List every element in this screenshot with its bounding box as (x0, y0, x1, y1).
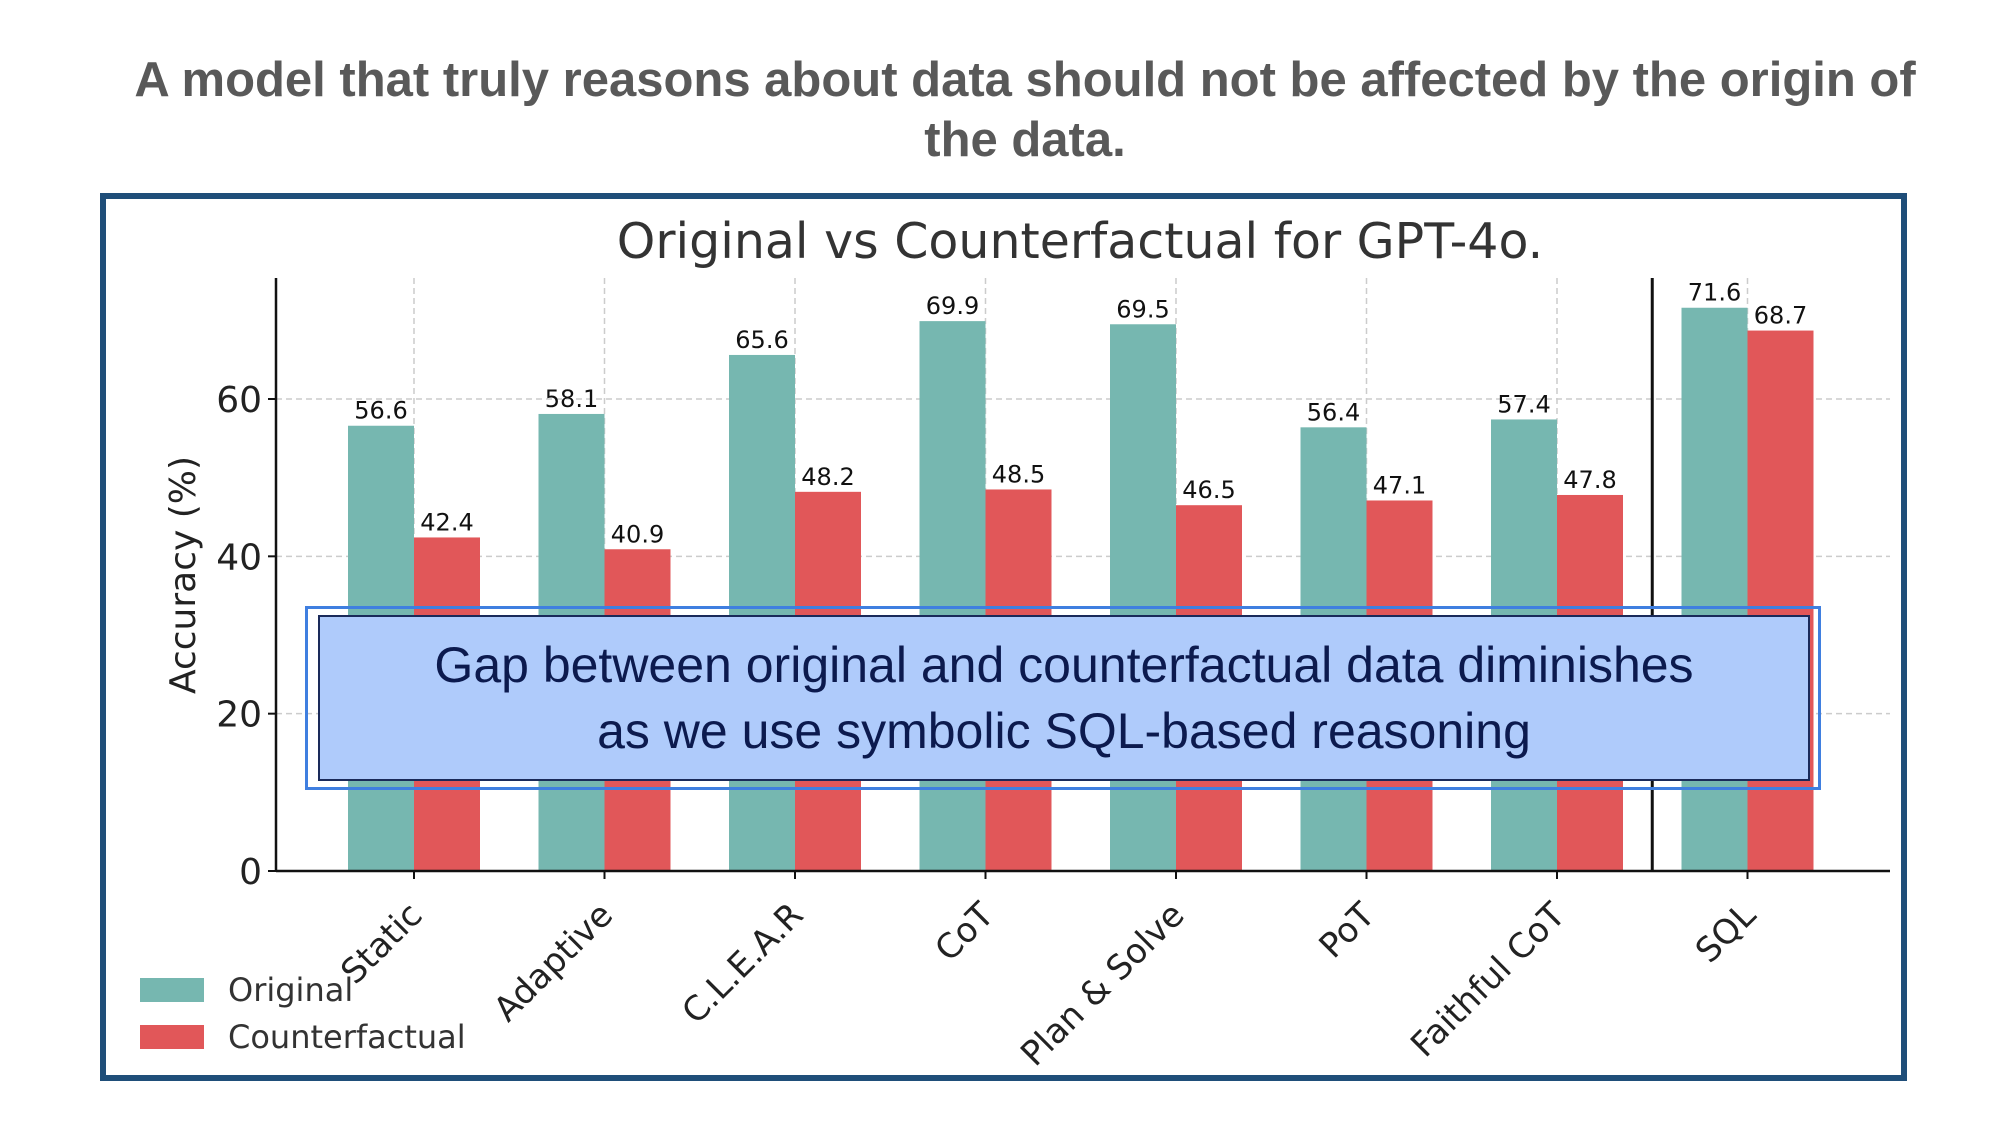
callout-text: Gap between original and counterfactual … (434, 637, 1694, 759)
slide-heading: A model that truly reasons about data sh… (134, 53, 1916, 167)
value-labels: 56.6 42.4 58.1 40.9 65.6 48.2 69.9 48.5 69.5 46.5… (354, 279, 1807, 549)
x-tick-label-pot: PoT (1312, 895, 1383, 966)
value-label-counterfactual-cot: 48.5 (992, 460, 1045, 488)
x-tick-label-adaptive: Adaptive (486, 895, 621, 1030)
value-label-original-sql: 71.6 (1688, 279, 1741, 307)
legend-label-original: Original (228, 971, 353, 1009)
y-tick-label: 40 (216, 537, 262, 578)
y-axis-label: Accuracy (%) (163, 456, 204, 694)
x-tick-label-c-l-e-a-r: C.L.E.A.R (674, 895, 811, 1032)
x-tick-label-sql: SQL (1688, 895, 1764, 971)
x-tick-label-faithful-cot: Faithful CoT (1403, 895, 1573, 1065)
y-tick-label: 0 (239, 852, 262, 893)
value-label-original-faithful-cot: 57.4 (1497, 390, 1550, 418)
value-label-counterfactual-sql: 68.7 (1754, 302, 1807, 330)
value-label-original-c-l-e-a-r: 65.6 (735, 326, 788, 354)
legend-label-counterfactual: Counterfactual (228, 1018, 466, 1056)
value-label-original-pot: 56.4 (1307, 398, 1360, 426)
x-tick-label-plan-solve: Plan & Solve (1013, 895, 1192, 1074)
value-label-counterfactual-faithful-cot: 47.8 (1563, 466, 1616, 494)
value-label-counterfactual-static: 42.4 (420, 508, 473, 536)
value-label-original-cot: 69.9 (926, 292, 979, 320)
value-label-counterfactual-c-l-e-a-r: 48.2 (801, 463, 854, 491)
bar-original-c-l-e-a-r (729, 354, 795, 871)
x-tick-label-cot: CoT (927, 895, 1002, 970)
value-label-original-static: 56.6 (354, 397, 407, 425)
y-tick-label: 60 (216, 380, 262, 421)
legend-swatch-original (140, 978, 204, 1002)
legend-swatch-counterfactual (140, 1025, 204, 1049)
callout-box: Gap between original and counterfactual … (318, 615, 1810, 781)
legend: Original Counterfactual (140, 971, 466, 1056)
y-tick-label: 20 (216, 695, 262, 736)
chart-title: Original vs Counterfactual for GPT-4o. (617, 213, 1543, 270)
callout-outer-border (305, 606, 1821, 790)
value-label-counterfactual-adaptive: 40.9 (611, 520, 664, 548)
value-label-counterfactual-plan-solve: 46.5 (1182, 476, 1235, 504)
value-label-counterfactual-pot: 47.1 (1373, 471, 1426, 499)
value-label-original-adaptive: 58.1 (545, 385, 598, 413)
value-label-original-plan-solve: 69.5 (1116, 295, 1169, 323)
